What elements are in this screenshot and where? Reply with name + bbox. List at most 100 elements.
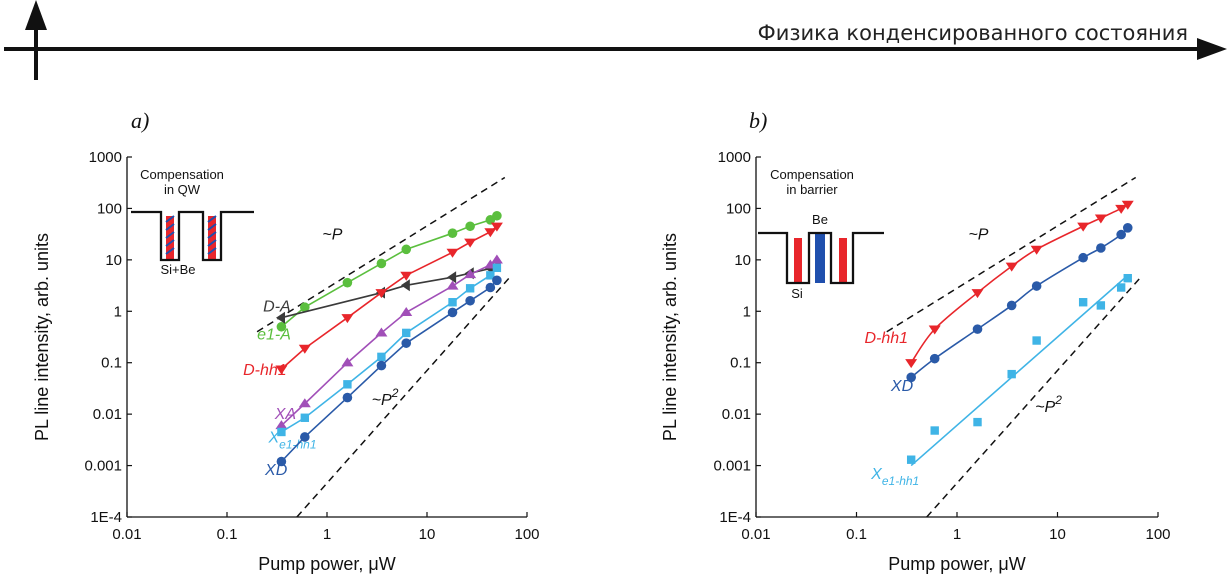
inset-title: in barrier — [786, 182, 838, 197]
panel-label-paren: ) — [758, 108, 767, 133]
data-point — [376, 258, 387, 269]
data-point — [1077, 222, 1090, 232]
data-point — [447, 307, 458, 318]
x-tick-label: 1 — [953, 526, 961, 543]
data-point — [400, 307, 413, 317]
inset-title: in QW — [164, 182, 201, 197]
data-point — [375, 327, 388, 337]
data-point — [492, 210, 502, 221]
data-point — [971, 289, 984, 299]
series-label: XD — [890, 378, 914, 395]
data-point — [1116, 283, 1126, 292]
data-point — [465, 295, 475, 306]
y-tick-label: 1000 — [89, 149, 122, 166]
data-point — [1096, 301, 1106, 310]
data-point — [972, 324, 983, 334]
guide-line — [256, 176, 506, 333]
data-point — [485, 282, 496, 293]
data-point — [1032, 336, 1041, 345]
data-point — [465, 284, 475, 293]
y-tick-label: 10 — [734, 252, 751, 269]
data-point — [343, 380, 352, 389]
y-axis-title: PL line intensity, arb. units — [660, 233, 680, 441]
guide-line — [886, 176, 1137, 333]
series-line — [910, 227, 1129, 378]
guide-label: ~P — [968, 226, 988, 243]
data-point — [1115, 204, 1128, 214]
header-title: Физика конденсированного состояния — [758, 21, 1188, 45]
y-tick-label: 1 — [114, 303, 122, 320]
panel-label-paren: ) — [140, 108, 149, 133]
doping-hatch — [207, 231, 217, 239]
data-point — [401, 244, 412, 255]
data-point — [400, 271, 413, 281]
doping-hatch — [207, 247, 217, 255]
series-red: D-hh1 — [243, 222, 503, 379]
y-tick-label: 1E-4 — [90, 509, 122, 526]
data-point — [484, 228, 497, 238]
data-point — [973, 417, 982, 427]
doping-layer — [839, 238, 847, 283]
data-point — [298, 398, 311, 408]
data-point — [906, 455, 916, 464]
guide-line — [926, 274, 1143, 518]
data-point — [1007, 369, 1016, 379]
x-tick-label: 0.1 — [217, 526, 238, 543]
data-point — [1006, 300, 1017, 311]
data-point — [905, 359, 918, 369]
doping-hatch — [165, 239, 175, 247]
data-point — [447, 271, 457, 284]
y-tick-label: 1 — [743, 303, 751, 320]
y-tick-label: 0.01 — [93, 406, 122, 423]
data-point — [400, 279, 410, 292]
y-tick-label: 0.1 — [730, 355, 751, 372]
doping-hatch — [165, 223, 175, 231]
series-label: D-hh1 — [864, 330, 908, 347]
x-axis-title: Pump power, μW — [258, 554, 395, 574]
data-point — [275, 365, 288, 375]
data-point — [402, 328, 411, 338]
x-tick-label: 0.1 — [846, 526, 867, 543]
series-green: e1-A — [257, 210, 502, 344]
y-tick-label: 0.001 — [84, 458, 122, 475]
series-label: e1-A — [257, 327, 291, 344]
y-tick-label: 100 — [726, 200, 751, 217]
data-point — [464, 269, 477, 279]
guide-label: ~P2 — [1035, 393, 1062, 416]
data-point — [341, 357, 354, 367]
doping-hatch — [207, 239, 217, 247]
data-point — [342, 392, 353, 403]
series-label-subscript: e1-hh1 — [882, 474, 919, 488]
doping-layer — [815, 232, 825, 283]
series-line — [910, 203, 1129, 364]
inset-label-2: Be — [812, 212, 828, 227]
guide-label: ~P2 — [372, 386, 399, 409]
data-point — [492, 263, 502, 273]
y-tick-label: 100 — [97, 200, 122, 217]
data-point — [1078, 298, 1088, 307]
data-point — [1005, 262, 1018, 272]
data-point — [275, 420, 288, 430]
doping-hatch — [165, 247, 175, 255]
data-point — [276, 311, 286, 324]
data-point — [492, 275, 502, 286]
series-label: XA — [274, 406, 296, 423]
guide-label-exponent: 2 — [391, 386, 399, 400]
panel-label: a) — [131, 108, 149, 133]
data-point — [300, 413, 310, 422]
y-tick-label: 1000 — [718, 149, 751, 166]
x-tick-label: 100 — [1145, 526, 1170, 543]
x-axis-title: Pump power, μW — [888, 554, 1025, 574]
data-point — [1121, 200, 1134, 210]
data-point — [930, 426, 939, 435]
guide-label: ~P — [322, 226, 342, 243]
series-red: D-hh1 — [864, 200, 1134, 369]
data-point — [300, 302, 310, 313]
header-up-arrowhead — [25, 0, 47, 30]
series-purple: XA — [274, 254, 503, 430]
series-label: D-A — [263, 298, 291, 315]
y-tick-label: 1E-4 — [719, 509, 751, 526]
data-point — [300, 432, 310, 442]
guide-line — [296, 274, 513, 518]
